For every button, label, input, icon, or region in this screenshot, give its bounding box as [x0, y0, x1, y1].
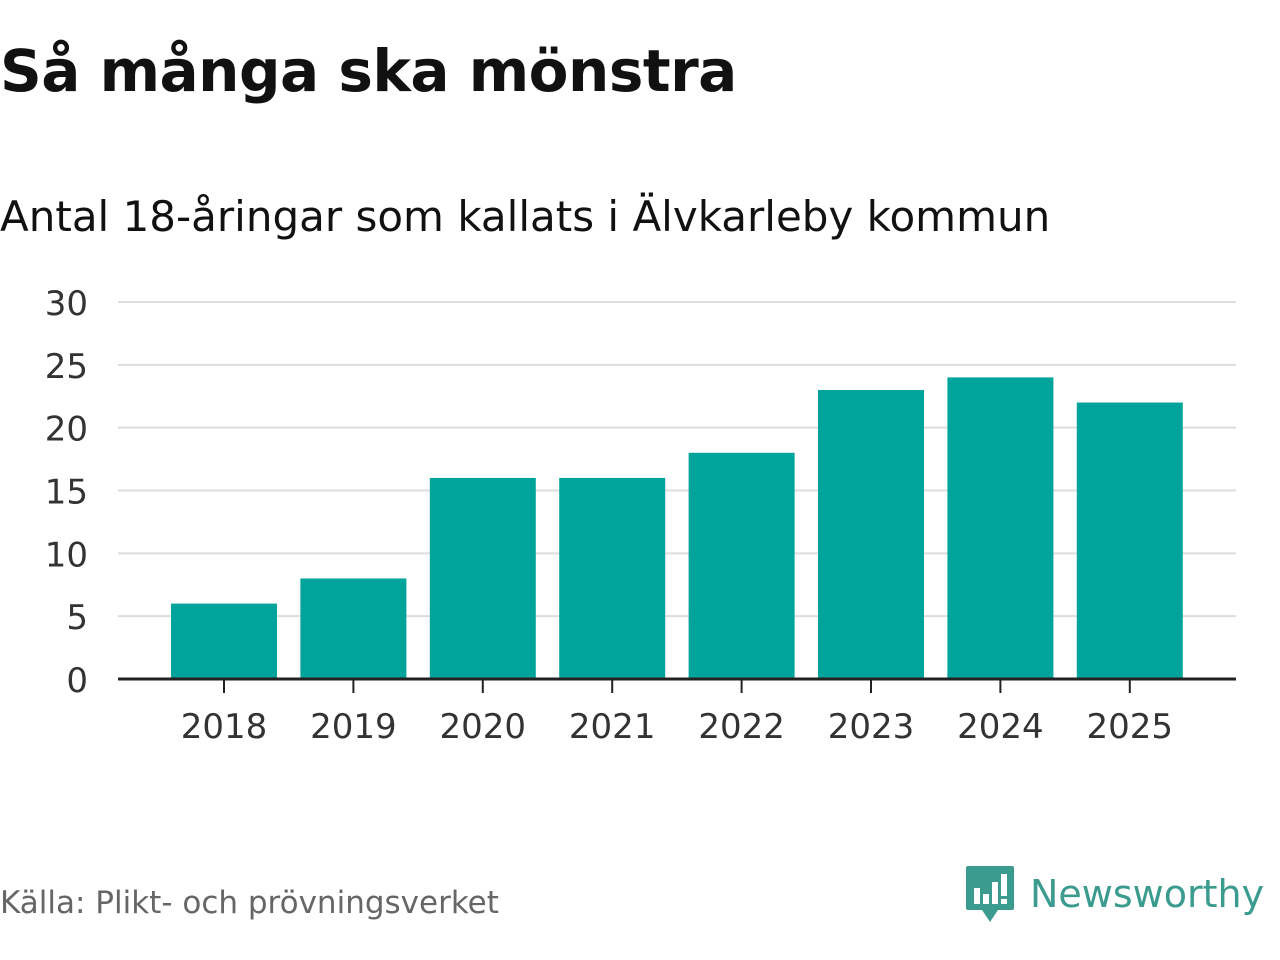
x-tick-label: 2018	[181, 707, 268, 747]
y-tick-label: 10	[45, 535, 88, 575]
y-axis-ticks: 0 5 10 15 20 25 30	[45, 284, 88, 701]
source-note: Källa: Plikt- och prövningsverket	[0, 885, 499, 921]
brand[interactable]: Newsworthy	[964, 864, 1264, 924]
x-tick-label: 2022	[698, 707, 785, 747]
bars	[171, 377, 1183, 679]
y-tick-label: 5	[66, 598, 88, 638]
bar-2018	[171, 603, 277, 679]
x-tick-label: 2021	[569, 707, 656, 747]
x-tick-label: 2019	[310, 707, 397, 747]
y-tick-label: 20	[45, 410, 88, 450]
x-tick-label: 2024	[957, 707, 1044, 747]
brand-name: Newsworthy	[1030, 872, 1265, 916]
newsworthy-logo-icon	[966, 866, 1014, 922]
bar-2019	[300, 578, 407, 679]
x-axis: 2018 2019 2020 2021 2022 2023 2024 2025	[118, 677, 1236, 747]
chart-subtitle: Antal 18-åringar som kallats i Älvkarleb…	[0, 192, 1051, 241]
bar-2025	[1076, 402, 1183, 679]
chart-title: Så många ska mönstra	[0, 37, 737, 105]
bar-2023	[818, 389, 924, 679]
y-tick-label: 30	[45, 284, 88, 324]
bar-2021	[559, 477, 666, 679]
y-tick-label: 25	[45, 347, 88, 387]
y-tick-label: 15	[45, 473, 88, 513]
bar-2024	[947, 377, 1054, 679]
grid-lines	[118, 301, 1236, 618]
x-tick-label: 2025	[1087, 707, 1174, 747]
bar-2020	[429, 477, 536, 679]
bar-2022	[688, 452, 795, 679]
x-tick-label: 2020	[440, 707, 527, 747]
x-tick-label: 2023	[828, 707, 915, 747]
y-tick-label: 0	[66, 661, 88, 701]
